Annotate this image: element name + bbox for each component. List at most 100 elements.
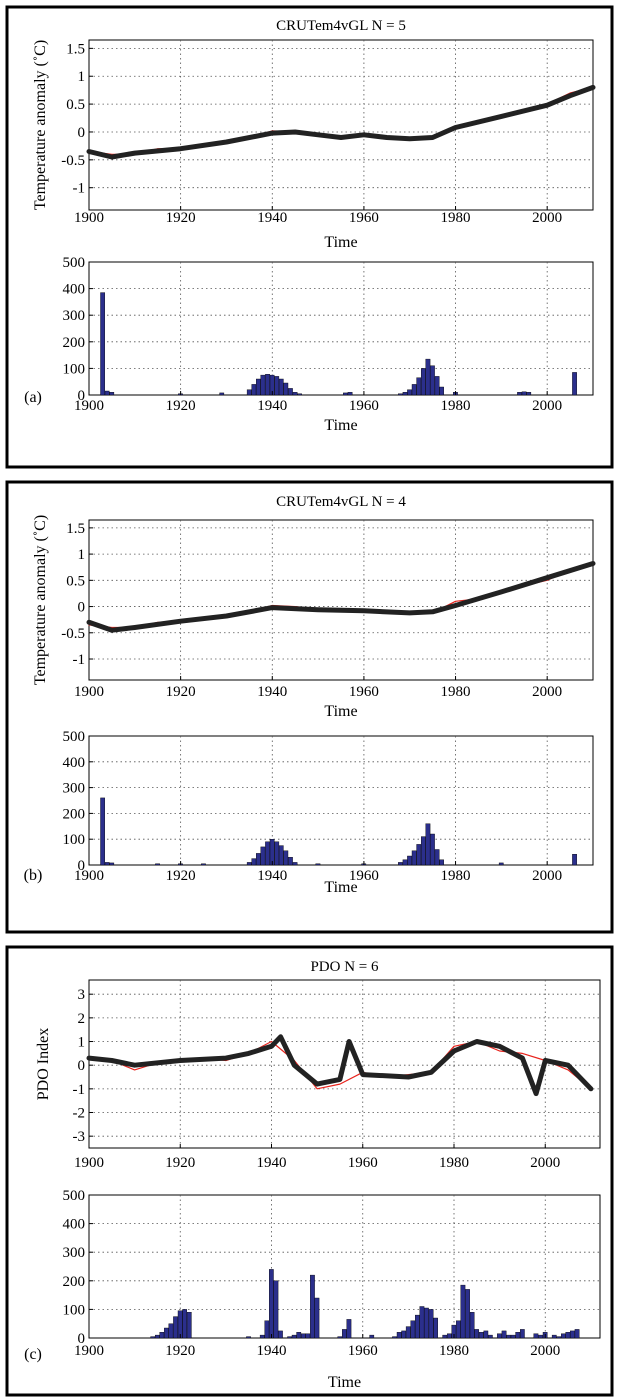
x-tick-label: 1920 — [166, 398, 196, 414]
histogram-bar — [402, 392, 408, 396]
histogram-bar — [201, 863, 206, 866]
histogram-bar — [396, 1332, 402, 1339]
histogram-bar — [173, 1316, 178, 1339]
x-tick-label: 1920 — [166, 684, 196, 700]
y-tick-label: 1 — [78, 547, 86, 563]
histogram-bar — [278, 378, 284, 396]
x-tick-label: 1940 — [257, 868, 287, 884]
histogram-bar — [465, 1289, 470, 1339]
y-tick-label: 200 — [63, 335, 86, 351]
panel-frame — [5, 5, 614, 469]
histogram-bar — [264, 1320, 270, 1339]
histogram-bar — [447, 1333, 452, 1339]
x-axis-label: Time — [328, 1374, 361, 1391]
x-tick-label: 1900 — [74, 868, 104, 884]
x-tick-label: 1960 — [348, 1343, 378, 1359]
histogram-bar — [251, 858, 257, 866]
y-tick-label: -1 — [73, 181, 86, 197]
histogram-bar — [469, 1312, 475, 1339]
histogram-bar — [273, 1280, 279, 1339]
histogram-bar — [310, 1274, 315, 1339]
histogram-bar — [570, 1330, 575, 1339]
histogram-bar — [425, 358, 431, 396]
histogram-bar — [301, 1333, 306, 1339]
x-tick-label: 2000 — [532, 868, 562, 884]
panel-label: (a) — [24, 389, 42, 406]
histogram-bar — [526, 392, 532, 396]
x-axis-label: Time — [324, 703, 357, 720]
x-tick-label: 1920 — [165, 1155, 195, 1171]
histogram-bar — [402, 859, 408, 866]
histogram-bar — [274, 376, 280, 396]
histogram-bar — [478, 1332, 484, 1339]
x-tick-label: 1920 — [165, 1343, 195, 1359]
chart-title: PDO N = 6 — [310, 959, 379, 975]
y-tick-label: 2 — [78, 1011, 86, 1027]
panel-frame — [5, 480, 614, 934]
histogram-bar — [346, 1319, 352, 1339]
y-tick-label: 0 — [78, 600, 86, 616]
panel-label: (c) — [24, 1346, 42, 1363]
histogram-bar — [260, 374, 266, 396]
x-tick-label: 1900 — [74, 1343, 104, 1359]
histogram-bar — [246, 389, 252, 396]
histogram-bar — [219, 392, 225, 396]
histogram-bar — [521, 391, 527, 396]
y-tick-label: 1 — [78, 1035, 86, 1051]
fit-line — [86, 561, 596, 633]
y-tick-label: 100 — [63, 1302, 86, 1318]
panel-frame — [5, 945, 614, 1397]
y-tick-label: 200 — [63, 806, 86, 822]
histogram-bar — [260, 846, 266, 866]
histogram-bar — [287, 1336, 293, 1339]
histogram-bar — [305, 1333, 311, 1339]
histogram-bar — [474, 1329, 480, 1339]
histogram-bar — [278, 1330, 283, 1339]
y-tick-label: -1 — [73, 652, 86, 668]
x-tick-label: 2000 — [532, 684, 562, 700]
y-tick-label: 300 — [63, 781, 86, 797]
y-tick-label: 1.5 — [66, 521, 85, 537]
y-tick-label: 400 — [63, 1217, 86, 1233]
y-tick-label: -3 — [73, 1129, 86, 1145]
y-tick-label: 400 — [63, 282, 86, 298]
histogram-bar — [421, 836, 426, 866]
x-tick-label: 1940 — [257, 1343, 287, 1359]
histogram-bar — [154, 1334, 160, 1339]
y-tick-label: 500 — [63, 729, 86, 745]
x-tick-label: 2000 — [532, 210, 562, 226]
histogram-bar — [411, 384, 417, 396]
histogram-bar — [342, 1329, 347, 1339]
y-tick-label: -2 — [73, 1106, 86, 1122]
x-tick-label: 2000 — [532, 398, 562, 414]
y-axis-label: Temperature anomaly (˚C) — [32, 515, 49, 685]
y-tick-label: 0 — [78, 1331, 86, 1347]
x-tick-label: 1960 — [349, 868, 379, 884]
histogram-bar — [416, 377, 422, 396]
histogram-bar — [501, 1330, 507, 1339]
y-tick-label: 0 — [78, 858, 86, 874]
histogram-bar — [428, 1309, 434, 1339]
histogram-bar — [288, 388, 293, 396]
y-tick-label: 0.5 — [66, 97, 85, 113]
x-axis-label: Time — [324, 879, 357, 896]
histogram-bar — [498, 862, 504, 866]
y-tick-label: 1 — [78, 69, 86, 85]
upper-line-chart: 1900 1920 1940 1960 1980 2000 -1 -0.5 0 0.5 1 1.5 CR… — [32, 18, 596, 251]
y-tick-label: -0.5 — [61, 153, 85, 169]
histogram-bar — [538, 1334, 543, 1339]
histogram-bar — [510, 1334, 516, 1339]
fit-line — [86, 1034, 594, 1097]
x-tick-label: 2000 — [530, 1155, 560, 1171]
histogram-bar — [460, 1284, 466, 1339]
histogram-bar — [177, 1310, 183, 1339]
x-tick-label: 1960 — [349, 398, 379, 414]
histogram-bar — [517, 392, 522, 396]
y-tick-label: 3 — [78, 987, 86, 1003]
x-tick-label: 1980 — [439, 1343, 469, 1359]
x-tick-label: 1920 — [166, 210, 196, 226]
histogram-bar — [369, 1334, 375, 1339]
histogram-bar — [574, 1329, 580, 1339]
histogram-bar — [421, 368, 426, 396]
